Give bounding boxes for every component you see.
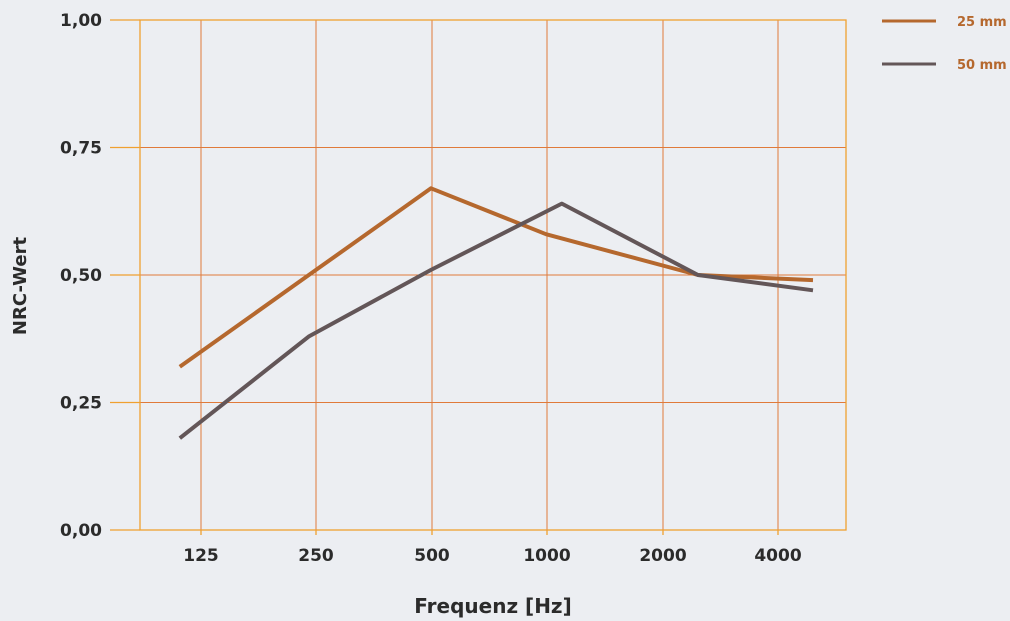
series-line-2 bbox=[178, 201, 814, 440]
x-axis-label: Frequenz [Hz] bbox=[414, 594, 571, 618]
y-tick-label: 0,25 bbox=[60, 394, 102, 414]
y-tick-label: 0,50 bbox=[60, 266, 102, 286]
x-axis-ticks: 125 250 500 1000 2000 4000 bbox=[183, 530, 802, 566]
x-tick-label: 4000 bbox=[754, 546, 801, 566]
y-axis-label: NRC-Wert bbox=[10, 237, 31, 336]
x-tick-label: 125 bbox=[183, 546, 219, 566]
x-tick-label: 1000 bbox=[523, 546, 570, 566]
y-tick-label: 0,00 bbox=[60, 521, 102, 541]
legend-label: 50 mm bbox=[957, 58, 1007, 73]
x-tick-label: 2000 bbox=[639, 546, 686, 566]
grid bbox=[140, 20, 846, 530]
legend: 25 mm 50 mm bbox=[882, 15, 1007, 73]
y-tick-label: 1,00 bbox=[60, 11, 102, 31]
series-lines bbox=[178, 186, 814, 440]
x-tick-label: 500 bbox=[414, 546, 450, 566]
legend-label: 25 mm bbox=[957, 15, 1007, 30]
x-tick-label: 250 bbox=[298, 546, 334, 566]
y-axis-ticks: 0,00 0,25 0,50 0,75 1,00 bbox=[60, 11, 140, 541]
y-tick-label: 0,75 bbox=[60, 139, 102, 159]
